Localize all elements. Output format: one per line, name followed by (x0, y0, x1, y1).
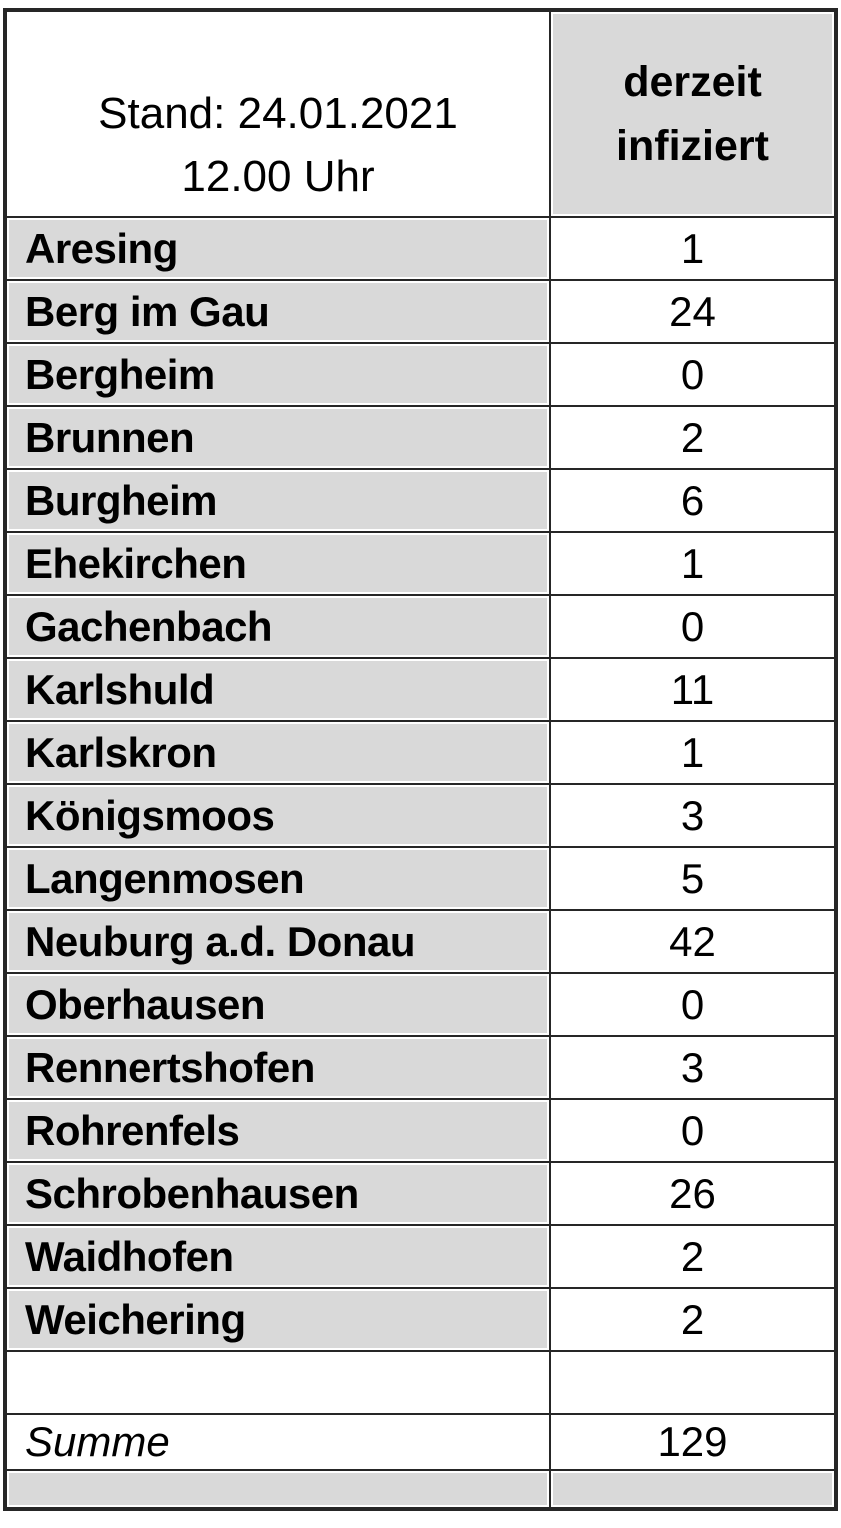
table-row: Ehekirchen 1 (4, 531, 837, 596)
municipality-name: Neuburg a.d. Donau (4, 909, 551, 974)
infected-count: 42 (549, 909, 837, 974)
infected-count: 3 (549, 783, 837, 848)
table-row: Waidhofen 2 (4, 1224, 837, 1289)
table-row: Oberhausen 0 (4, 972, 837, 1037)
infected-count: 26 (549, 1161, 837, 1226)
municipality-name: Brunnen (4, 405, 551, 470)
table-row: Brunnen 2 (4, 405, 837, 470)
partial-value-cell (549, 1469, 837, 1510)
infected-count: 0 (549, 972, 837, 1037)
municipality-name: Weichering (4, 1287, 551, 1352)
infected-count: 1 (549, 216, 837, 281)
stand-time: 12.00 Uhr (181, 151, 375, 201)
header-row: Stand: 24.01.2021 12.00 Uhr derzeit infi… (4, 9, 837, 218)
table-row: Neuburg a.d. Donau 42 (4, 909, 837, 974)
infected-count: 1 (549, 531, 837, 596)
table-row: Aresing 1 (4, 216, 837, 281)
table-row: Langenmosen 5 (4, 846, 837, 911)
table-row: Burgheim 6 (4, 468, 837, 533)
municipality-name: Ehekirchen (4, 531, 551, 596)
infected-count: 0 (549, 594, 837, 659)
summary-label: Summe (4, 1413, 551, 1471)
infected-count: 2 (549, 1287, 837, 1352)
municipality-name: Karlshuld (4, 657, 551, 722)
empty-name-cell (4, 1350, 551, 1415)
infected-count: 24 (549, 279, 837, 344)
empty-value-cell (549, 1350, 837, 1415)
infected-count: 1 (549, 720, 837, 785)
summary-row: Summe 129 (4, 1413, 837, 1471)
infected-count: 11 (549, 657, 837, 722)
table-row: Weichering 2 (4, 1287, 837, 1352)
municipality-name: Burgheim (4, 468, 551, 533)
municipality-name: Karlskron (4, 720, 551, 785)
value-header-cell: derzeit infiziert (549, 9, 837, 218)
table-row: Karlskron 1 (4, 720, 837, 785)
table-row: Rennertshofen 3 (4, 1035, 837, 1100)
infected-count: 2 (549, 405, 837, 470)
infected-count: 2 (549, 1224, 837, 1289)
table-row: Berg im Gau 24 (4, 279, 837, 344)
municipality-name: Gachenbach (4, 594, 551, 659)
municipality-name: Berg im Gau (4, 279, 551, 344)
table-row: Bergheim 0 (4, 342, 837, 407)
stand-date: Stand: 24.01.2021 (98, 89, 458, 139)
infections-table: Stand: 24.01.2021 12.00 Uhr derzeit infi… (3, 8, 838, 1511)
municipality-name: Waidhofen (4, 1224, 551, 1289)
municipality-name: Oberhausen (4, 972, 551, 1037)
municipality-name: Königsmoos (4, 783, 551, 848)
value-header-line1: derzeit (623, 57, 762, 106)
table-row: Karlshuld 11 (4, 657, 837, 722)
infected-count: 5 (549, 846, 837, 911)
partial-name-cell (4, 1469, 551, 1510)
empty-row (4, 1350, 837, 1415)
municipality-name: Rennertshofen (4, 1035, 551, 1100)
municipality-name: Bergheim (4, 342, 551, 407)
municipality-name: Aresing (4, 216, 551, 281)
municipality-name: Langenmosen (4, 846, 551, 911)
infected-count: 6 (549, 468, 837, 533)
municipality-name: Rohrenfels (4, 1098, 551, 1163)
table-row: Gachenbach 0 (4, 594, 837, 659)
table-row: Rohrenfels 0 (4, 1098, 837, 1163)
infected-count: 3 (549, 1035, 837, 1100)
municipality-name: Schrobenhausen (4, 1161, 551, 1226)
infected-count: 0 (549, 1098, 837, 1163)
value-header-line2: infiziert (616, 122, 769, 170)
partial-clipped-row (4, 1469, 837, 1510)
infected-count: 0 (549, 342, 837, 407)
table-row: Schrobenhausen 26 (4, 1161, 837, 1226)
date-header-cell: Stand: 24.01.2021 12.00 Uhr (4, 9, 551, 218)
summary-value: 129 (549, 1413, 837, 1471)
table-row: Königsmoos 3 (4, 783, 837, 848)
